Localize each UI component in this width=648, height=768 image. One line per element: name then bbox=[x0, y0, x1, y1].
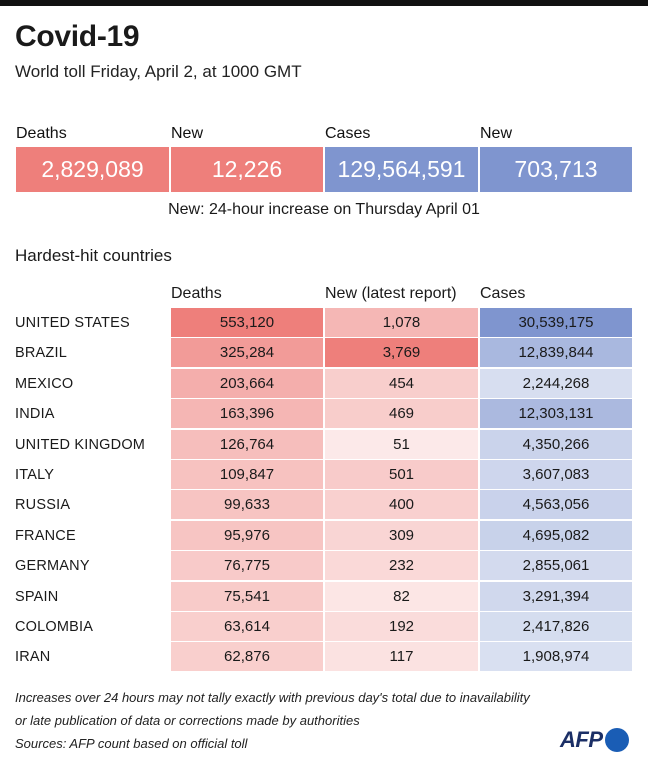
new-cell: 454 bbox=[325, 368, 478, 398]
deaths-cell: 62,876 bbox=[171, 642, 323, 672]
footnote-sources: Sources: AFP count based on official tol… bbox=[15, 736, 248, 751]
row-label-country: UNITED STATES bbox=[15, 315, 130, 331]
footnote-line-1: Increases over 24 hours may not tally ex… bbox=[15, 690, 530, 705]
afp-logo: AFP bbox=[560, 727, 629, 753]
row-label-country: IRAN bbox=[15, 649, 51, 666]
cases-cell: 12,303,131 bbox=[480, 399, 632, 429]
deaths-cell: 76,775 bbox=[171, 551, 323, 581]
deaths-cell: 325,284 bbox=[171, 338, 323, 368]
summary-box-cases: 129,564,591 bbox=[325, 147, 478, 192]
summary-box-new-deaths: 12,226 bbox=[171, 147, 323, 192]
deaths-cell: 126,764 bbox=[171, 429, 323, 459]
summary-note: New: 24-hour increase on Thursday April … bbox=[168, 201, 480, 218]
cases-cell: 1,908,974 bbox=[480, 642, 632, 672]
summary-box-deaths: 2,829,089 bbox=[16, 147, 169, 192]
new-cell: 232 bbox=[325, 551, 478, 581]
cases-cell: 2,855,061 bbox=[480, 551, 632, 581]
new-cell: 192 bbox=[325, 612, 478, 641]
cases-cell: 3,291,394 bbox=[480, 581, 632, 611]
cases-cell: 4,695,082 bbox=[480, 520, 632, 550]
cases-cell: 3,607,083 bbox=[480, 460, 632, 489]
new-cell: 51 bbox=[325, 429, 478, 459]
row-label-country: UNITED KINGDOM bbox=[15, 436, 146, 453]
new-cell: 3,769 bbox=[325, 338, 478, 368]
section-title: Hardest-hit countries bbox=[15, 246, 172, 265]
deaths-cell: 553,120 bbox=[171, 308, 323, 337]
row-label-country: BRAZIL bbox=[15, 345, 67, 362]
new-cell: 117 bbox=[325, 642, 478, 672]
top-rule bbox=[0, 0, 648, 6]
afp-logo-dot bbox=[604, 728, 629, 752]
new-cell: 469 bbox=[325, 399, 478, 429]
summary-label-deaths: Deaths bbox=[16, 125, 67, 142]
cases-cell: 30,539,175 bbox=[480, 308, 632, 337]
deaths-cell: 99,633 bbox=[171, 490, 323, 520]
deaths-cell: 95,976 bbox=[171, 520, 323, 550]
new-cell: 1,078 bbox=[325, 308, 478, 337]
column-header-cases: Cases bbox=[480, 285, 526, 302]
cases-cell: 2,244,268 bbox=[480, 368, 632, 398]
row-label-country: MEXICO bbox=[15, 375, 74, 392]
cases-cell: 2,417,826 bbox=[480, 612, 632, 641]
new-cell: 309 bbox=[325, 520, 478, 550]
summary-label-new-deaths: New bbox=[171, 125, 204, 142]
row-label-country: GERMANY bbox=[15, 558, 90, 575]
deaths-cell: 75,541 bbox=[171, 581, 323, 611]
deaths-cell: 203,664 bbox=[171, 368, 323, 398]
new-cell: 501 bbox=[325, 460, 478, 489]
row-label-country: COLOMBIA bbox=[15, 619, 94, 635]
row-label-country: FRANCE bbox=[15, 527, 76, 544]
deaths-cell: 109,847 bbox=[171, 460, 323, 489]
column-header-deaths: Deaths bbox=[171, 285, 222, 302]
cases-cell: 4,350,266 bbox=[480, 429, 632, 459]
deaths-cell: 163,396 bbox=[171, 399, 323, 429]
page-title: Covid-19 bbox=[15, 20, 140, 53]
new-cell: 400 bbox=[325, 490, 478, 520]
cases-cell: 4,563,056 bbox=[480, 490, 632, 520]
deaths-cell: 63,614 bbox=[171, 612, 323, 641]
summary-label-cases: Cases bbox=[325, 125, 371, 142]
column-header-new: New (latest report) bbox=[325, 285, 457, 302]
footnote-line-2: or late publication of data or correctio… bbox=[15, 713, 360, 728]
row-label-country: RUSSIA bbox=[15, 497, 71, 514]
row-label-country: INDIA bbox=[15, 406, 55, 423]
afp-logo-text: AFP bbox=[560, 727, 603, 752]
summary-box-new-cases: 703,713 bbox=[480, 147, 632, 192]
new-cell: 82 bbox=[325, 581, 478, 611]
summary-label-new-cases: New bbox=[480, 125, 513, 142]
cases-cell: 12,839,844 bbox=[480, 338, 632, 368]
row-label-country: SPAIN bbox=[15, 588, 59, 605]
row-label-country: ITALY bbox=[15, 467, 55, 483]
page-subtitle: World toll Friday, April 2, at 1000 GMT bbox=[15, 62, 302, 81]
